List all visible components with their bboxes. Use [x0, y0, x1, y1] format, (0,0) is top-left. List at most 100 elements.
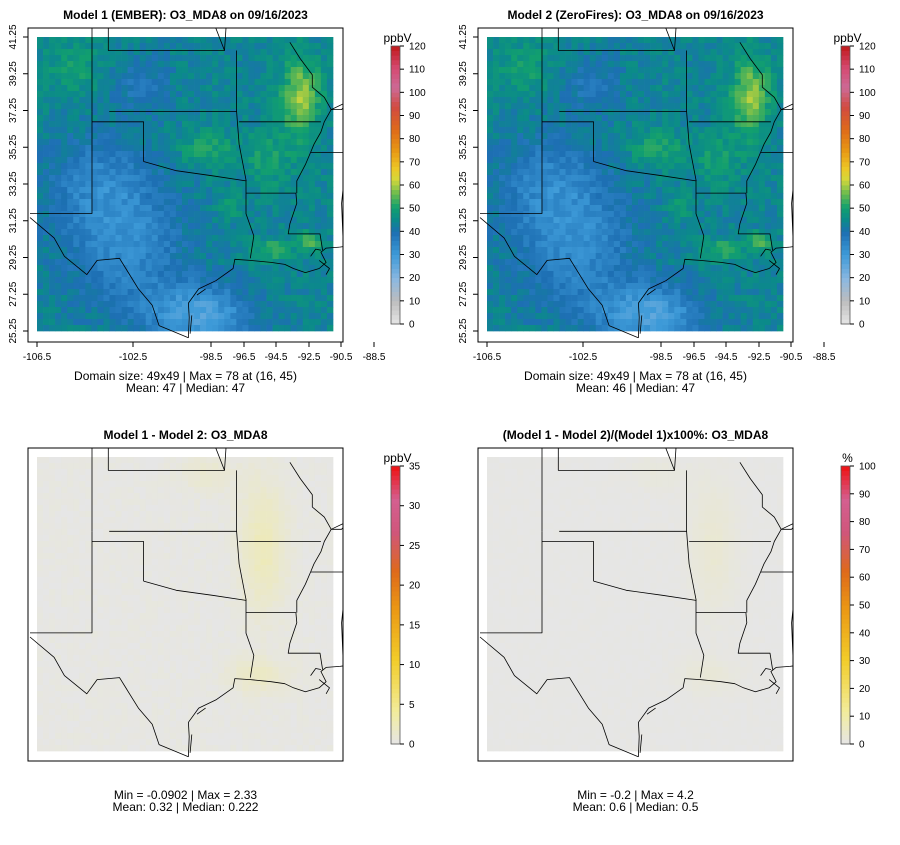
heatmap-cell	[97, 67, 103, 73]
heatmap-cell	[164, 37, 170, 43]
heatmap-cell	[267, 229, 273, 235]
heatmap-cell	[67, 67, 73, 73]
heatmap-cell	[55, 253, 61, 259]
heatmap-cell	[686, 91, 692, 97]
y-tick-label: 27.25	[8, 281, 19, 306]
heatmap-cell	[529, 163, 535, 169]
heatmap-cell	[626, 49, 632, 55]
heatmap-cell	[590, 283, 596, 289]
heatmap-cell	[49, 253, 55, 259]
heatmap-cell	[254, 283, 260, 289]
heatmap-cell	[236, 205, 242, 211]
heatmap-cell	[656, 265, 662, 271]
heatmap-cell	[188, 283, 194, 289]
heatmap-cell	[140, 301, 146, 307]
heatmap-cell	[620, 73, 626, 79]
heatmap-cell	[596, 277, 602, 283]
heatmap-cell	[291, 97, 297, 103]
heatmap-cell	[723, 85, 729, 91]
heatmap-cell	[499, 103, 505, 109]
heatmap-cell	[535, 97, 541, 103]
heatmap-cell	[662, 289, 668, 295]
heatmap-cell	[236, 127, 242, 133]
heatmap-cell	[505, 79, 511, 85]
heatmap-cell	[717, 67, 723, 73]
heatmap-cell	[668, 151, 674, 157]
heatmap-cell	[103, 247, 109, 253]
heatmap-cell	[559, 277, 565, 283]
heatmap-cell	[626, 43, 632, 49]
heatmap-cell	[644, 85, 650, 91]
heatmap-cell	[602, 223, 608, 229]
heatmap-cell	[692, 49, 698, 55]
heatmap-cell	[158, 115, 164, 121]
heatmap-cell	[122, 79, 128, 85]
heatmap-cell	[759, 103, 765, 109]
heatmap-cell	[765, 199, 771, 205]
heatmap-cell	[553, 229, 559, 235]
heatmap-cell	[254, 139, 260, 145]
heatmap-cell	[37, 73, 43, 79]
heatmap-cell	[723, 325, 729, 331]
heatmap-cell	[273, 79, 279, 85]
heatmap-cell	[680, 193, 686, 199]
heatmap-cell	[517, 229, 523, 235]
heatmap-cell	[668, 193, 674, 199]
heatmap-cell	[656, 253, 662, 259]
heatmap-cell	[242, 223, 248, 229]
heatmap-cell	[547, 199, 553, 205]
heatmap-cell	[297, 325, 303, 331]
heatmap-cell	[680, 235, 686, 241]
heatmap-cell	[723, 241, 729, 247]
heatmap-cell	[321, 103, 327, 109]
heatmap-cell	[638, 43, 644, 49]
heatmap-cell	[297, 109, 303, 115]
heatmap-cell	[164, 259, 170, 265]
heatmap-cell	[777, 49, 783, 55]
heatmap-cell	[146, 175, 152, 181]
heatmap-cell	[188, 253, 194, 259]
heatmap-cell	[37, 181, 43, 187]
heatmap-cell	[122, 97, 128, 103]
heatmap-cell	[698, 139, 704, 145]
heatmap-cell	[638, 241, 644, 247]
heatmap-cell	[487, 271, 493, 277]
heatmap-cell	[717, 277, 723, 283]
heatmap-cell	[170, 139, 176, 145]
heatmap-cell	[759, 97, 765, 103]
heatmap-cell	[541, 307, 547, 313]
heatmap-cell	[79, 301, 85, 307]
heatmap-cell	[224, 85, 230, 91]
heatmap-cell	[212, 157, 218, 163]
heatmap-cell	[73, 55, 79, 61]
heatmap-cell	[680, 283, 686, 289]
heatmap-cell	[200, 79, 206, 85]
heatmap-cell	[656, 85, 662, 91]
heatmap-cell	[158, 259, 164, 265]
heatmap-cell	[553, 193, 559, 199]
heatmap-cell	[194, 241, 200, 247]
heatmap-cell	[729, 103, 735, 109]
heatmap-cell	[644, 265, 650, 271]
heatmap-cell	[505, 205, 511, 211]
heatmap-cell	[493, 319, 499, 325]
heatmap-cell	[230, 193, 236, 199]
heatmap-cell	[279, 319, 285, 325]
heatmap-cell	[85, 199, 91, 205]
heatmap-cell	[487, 151, 493, 157]
heatmap-cell	[85, 151, 91, 157]
heatmap-cell	[698, 67, 704, 73]
heatmap-cell	[572, 91, 578, 97]
heatmap-cell	[674, 55, 680, 61]
heatmap-cell	[566, 301, 572, 307]
heatmap-cell	[116, 79, 122, 85]
colorbar-segment	[391, 287, 400, 292]
heatmap-cell	[200, 271, 206, 277]
heatmap-cell	[680, 115, 686, 121]
heatmap-cell	[218, 259, 224, 265]
heatmap-cell	[493, 73, 499, 79]
heatmap-cell	[735, 199, 741, 205]
heatmap-cell	[596, 313, 602, 319]
heatmap-cell	[771, 229, 777, 235]
heatmap-cell	[279, 301, 285, 307]
